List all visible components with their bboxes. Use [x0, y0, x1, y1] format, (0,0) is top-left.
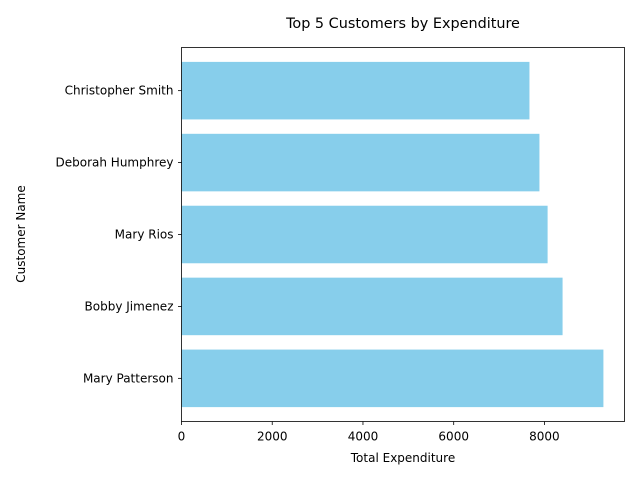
bar [181, 61, 530, 120]
x-tick-label: 6000 [438, 430, 469, 444]
bar [181, 205, 548, 264]
chart-title: Top 5 Customers by Expenditure [285, 16, 520, 32]
bar [181, 349, 604, 408]
y-tick-label: Mary Rios [115, 228, 174, 242]
y-tick-label: Mary Patterson [83, 371, 174, 385]
x-tick-label: 2000 [257, 430, 288, 444]
x-axis-label: Total Expenditure [350, 451, 455, 465]
plot-area-frame [181, 47, 625, 422]
x-tick-label: 4000 [348, 430, 379, 444]
y-axis-label: Customer Name [14, 185, 28, 283]
y-tick-label: Bobby Jimenez [85, 299, 174, 313]
bar [181, 133, 540, 192]
x-tick-label: 8000 [529, 430, 560, 444]
y-tick-label: Deborah Humphrey [56, 156, 174, 170]
y-tick-label: Christopher Smith [65, 84, 174, 98]
x-tick-label: 0 [178, 430, 186, 444]
bar [181, 277, 563, 336]
